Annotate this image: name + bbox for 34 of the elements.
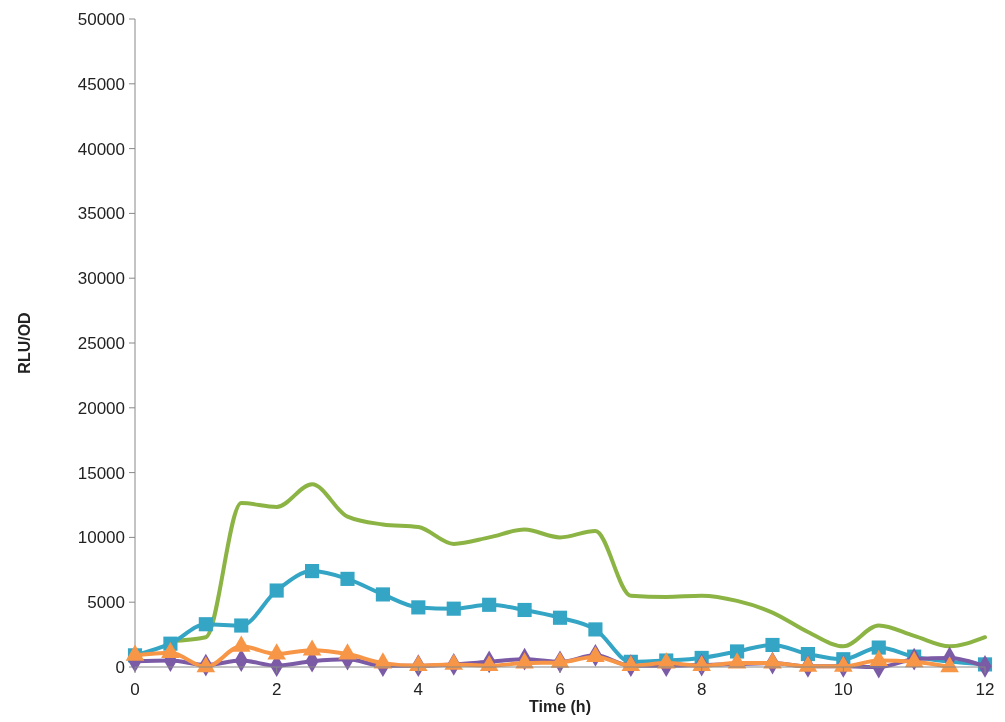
y-tick-label: 20000 <box>77 398 125 418</box>
x-tick-label: 6 <box>555 680 565 699</box>
x-tick-label: 4 <box>413 680 424 699</box>
y-tick-label: 25000 <box>77 333 125 353</box>
y-axis-title: RLU/OD <box>16 312 33 374</box>
y-tick-label: 45000 <box>77 74 125 94</box>
point <box>269 583 284 598</box>
x-axis-title: Time (h) <box>529 698 591 715</box>
point <box>198 617 213 632</box>
x-tick-label: 12 <box>975 680 995 699</box>
y-tick-label: 0 <box>115 657 125 677</box>
point <box>234 618 249 633</box>
y-tick-label: 35000 <box>77 204 125 224</box>
point <box>517 602 532 618</box>
y-tick-label: 30000 <box>77 269 125 289</box>
y-tick-label: 50000 <box>77 9 125 29</box>
point <box>375 587 390 602</box>
y-tick-label: 10000 <box>77 528 125 548</box>
point <box>552 610 568 625</box>
y-tick-label: 40000 <box>77 139 125 159</box>
point <box>482 597 497 612</box>
y-tick-label: 15000 <box>77 463 125 483</box>
point <box>305 564 320 579</box>
point <box>411 600 426 615</box>
x-tick-label: 0 <box>130 680 140 699</box>
x-tick-label: 2 <box>271 680 282 699</box>
point <box>340 571 355 586</box>
y-tick-label: 5000 <box>87 593 125 613</box>
point <box>446 601 461 616</box>
point <box>765 637 780 653</box>
x-tick-label: 10 <box>833 680 853 699</box>
point <box>588 622 603 637</box>
point <box>871 640 886 655</box>
x-tick-label: 8 <box>696 680 707 699</box>
